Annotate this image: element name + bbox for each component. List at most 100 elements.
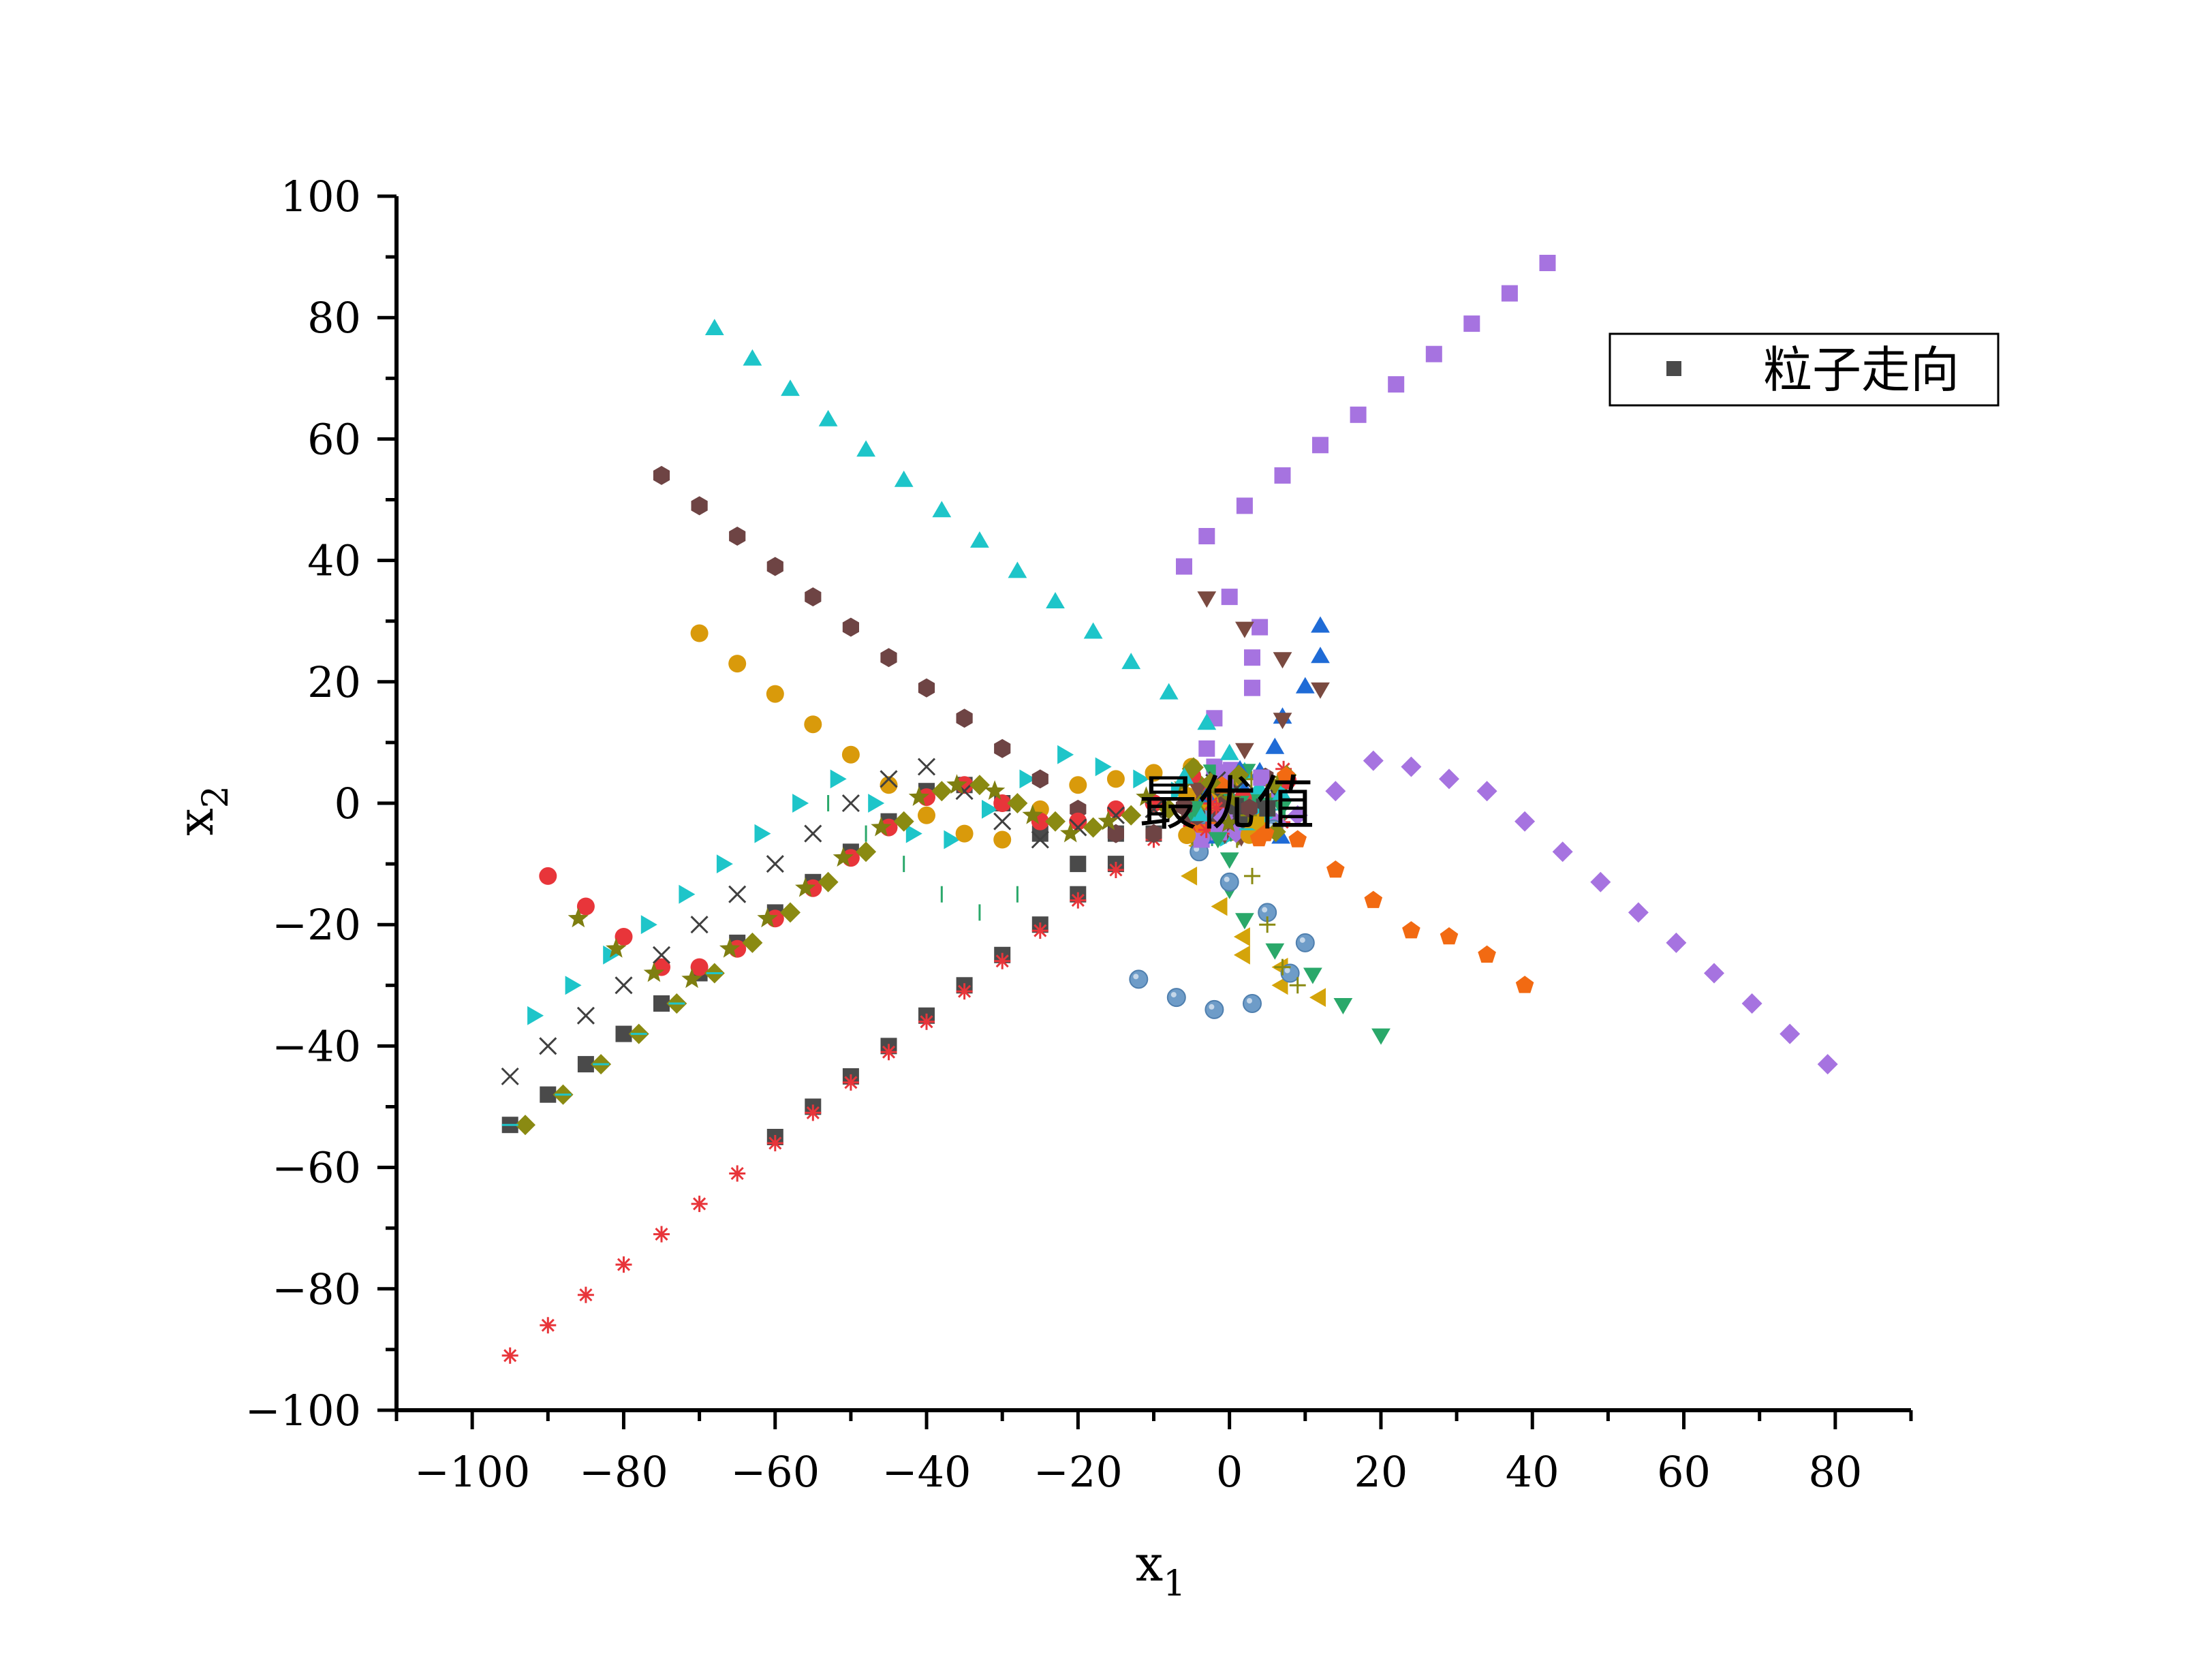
data-point bbox=[1095, 757, 1112, 777]
x-tick-label: −80 bbox=[579, 1447, 668, 1497]
data-point bbox=[818, 409, 838, 426]
data-point bbox=[1295, 933, 1315, 952]
data-point bbox=[653, 1226, 670, 1243]
data-point bbox=[1244, 867, 1260, 884]
plot-area bbox=[501, 255, 1838, 1364]
data-point bbox=[1200, 772, 1222, 793]
data-point bbox=[1514, 811, 1536, 832]
data-point bbox=[931, 781, 952, 802]
data-point bbox=[653, 465, 670, 485]
data-point bbox=[568, 907, 589, 928]
data-point bbox=[1057, 745, 1074, 764]
data-point bbox=[1031, 922, 1048, 939]
data-point bbox=[818, 871, 839, 892]
data-point bbox=[652, 946, 671, 964]
data-point bbox=[1303, 967, 1322, 984]
data-point bbox=[1277, 766, 1295, 784]
data-point bbox=[1219, 852, 1239, 869]
data-point bbox=[1008, 561, 1027, 578]
data-point bbox=[1274, 959, 1291, 976]
data-point bbox=[880, 770, 898, 788]
data-point bbox=[1241, 798, 1258, 818]
data-point bbox=[1235, 743, 1254, 760]
data-point bbox=[728, 885, 747, 903]
data-point bbox=[540, 1317, 557, 1334]
series-8 bbox=[539, 776, 1239, 976]
data-point bbox=[1309, 988, 1326, 1007]
data-point bbox=[1045, 811, 1066, 832]
data-point bbox=[1333, 998, 1353, 1014]
data-point bbox=[842, 1074, 859, 1091]
data-point bbox=[1552, 841, 1573, 862]
data-point bbox=[1069, 776, 1087, 794]
data-point bbox=[615, 928, 633, 946]
data-point bbox=[515, 1115, 535, 1136]
data-point bbox=[728, 655, 747, 673]
data-point bbox=[880, 776, 898, 794]
data-point bbox=[1046, 592, 1065, 608]
data-point bbox=[795, 877, 816, 897]
legend-marker bbox=[1666, 361, 1681, 376]
data-point bbox=[643, 962, 665, 982]
data-point bbox=[1188, 782, 1208, 799]
data-point bbox=[956, 709, 973, 728]
data-point bbox=[1266, 777, 1282, 794]
data-point bbox=[1704, 963, 1724, 984]
data-point bbox=[1666, 932, 1687, 953]
data-point bbox=[1244, 679, 1260, 696]
data-point bbox=[918, 678, 935, 698]
data-point bbox=[640, 915, 657, 935]
data-point bbox=[805, 587, 822, 607]
data-point bbox=[1205, 999, 1224, 1019]
data-point bbox=[539, 1037, 557, 1055]
data-point bbox=[679, 884, 696, 904]
data-point bbox=[1158, 798, 1179, 820]
data-point bbox=[969, 775, 990, 796]
data-point bbox=[1235, 913, 1254, 930]
data-point bbox=[1145, 824, 1162, 843]
y-tick-label: −40 bbox=[272, 1021, 361, 1071]
data-point bbox=[994, 952, 1011, 969]
series-19 bbox=[827, 795, 1019, 921]
data-point bbox=[729, 527, 746, 546]
data-point bbox=[917, 758, 936, 776]
data-point bbox=[894, 470, 914, 487]
data-point bbox=[1364, 890, 1383, 908]
data-point bbox=[1295, 676, 1315, 694]
data-point bbox=[1007, 793, 1028, 813]
data-point bbox=[1259, 800, 1276, 817]
data-point bbox=[856, 440, 875, 457]
y-tick-label: 0 bbox=[335, 779, 361, 828]
data-point bbox=[1780, 1023, 1801, 1044]
data-point bbox=[1166, 988, 1186, 1008]
data-point bbox=[1236, 497, 1253, 514]
data-point bbox=[1129, 969, 1149, 989]
data-point bbox=[1280, 963, 1300, 983]
data-point bbox=[856, 841, 877, 862]
data-point bbox=[1208, 832, 1228, 849]
data-point bbox=[1401, 756, 1422, 777]
axes: −100 −80 −60 −40 −20 0 20 40 60 80 −100 −80 −60 −40 −2… bbox=[167, 172, 1913, 1604]
x-tick-label: 60 bbox=[1657, 1447, 1711, 1497]
x-tick-label: −40 bbox=[882, 1447, 972, 1497]
data-point bbox=[1107, 862, 1124, 878]
data-point bbox=[905, 824, 922, 843]
data-point bbox=[946, 774, 967, 794]
data-point bbox=[1590, 871, 1611, 892]
x-axis-title: x1 bbox=[1136, 1535, 1186, 1604]
data-point bbox=[893, 811, 914, 832]
data-point bbox=[1425, 345, 1442, 362]
data-point bbox=[527, 1006, 544, 1025]
data-point bbox=[1515, 976, 1534, 993]
data-point bbox=[1741, 993, 1762, 1014]
data-point bbox=[1259, 916, 1276, 933]
data-point bbox=[1197, 713, 1217, 730]
series-2 bbox=[501, 795, 1253, 1364]
data-point bbox=[1326, 860, 1345, 878]
data-point bbox=[615, 976, 633, 995]
data-point bbox=[690, 958, 709, 976]
data-point bbox=[1181, 867, 1198, 886]
data-point bbox=[1145, 764, 1163, 782]
data-point bbox=[1312, 437, 1328, 454]
data-point bbox=[1031, 830, 1049, 849]
